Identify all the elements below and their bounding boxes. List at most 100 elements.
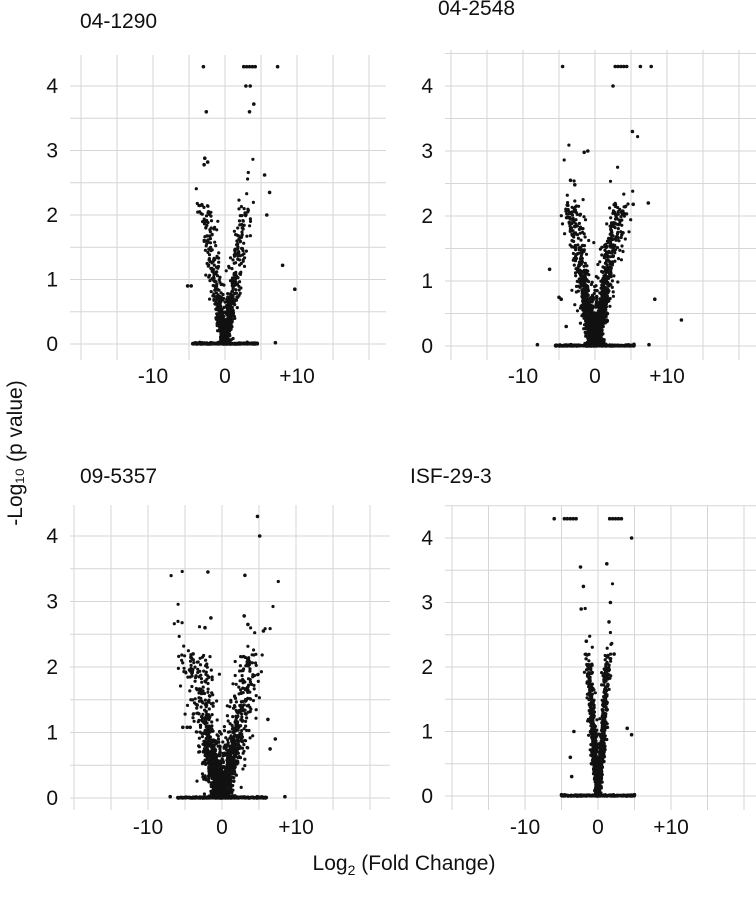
data-point — [209, 226, 213, 230]
data-point — [603, 320, 607, 324]
data-point — [228, 722, 232, 726]
data-point — [218, 754, 222, 758]
data-point — [195, 201, 199, 206]
data-point — [231, 258, 235, 262]
data-point — [616, 212, 620, 216]
data-point — [616, 165, 620, 169]
data-point — [206, 687, 210, 691]
data-point — [224, 269, 228, 273]
data-point — [573, 199, 577, 203]
data-point — [229, 768, 234, 772]
data-point — [227, 298, 231, 302]
data-point — [228, 783, 232, 788]
data-point — [559, 214, 563, 218]
y-tick-label: 4 — [46, 525, 58, 548]
data-point — [212, 298, 216, 302]
data-point — [224, 736, 228, 740]
data-point — [572, 239, 576, 243]
data-point — [232, 758, 236, 762]
data-point — [578, 245, 583, 249]
data-point — [581, 198, 585, 202]
data-point — [222, 795, 226, 800]
data-point — [611, 343, 615, 348]
data-point — [232, 753, 236, 758]
data-point — [230, 311, 234, 315]
data-point — [237, 237, 241, 241]
data-point — [214, 286, 218, 290]
data-point — [592, 336, 597, 340]
data-point — [197, 625, 202, 629]
data-point — [198, 725, 203, 730]
data-point — [248, 224, 252, 228]
data-point — [570, 205, 574, 209]
data-point — [245, 234, 249, 238]
data-point — [236, 756, 240, 760]
data-point — [244, 719, 248, 724]
data-point — [214, 300, 218, 304]
data-point — [592, 328, 596, 333]
data-point — [621, 209, 625, 213]
data-point — [200, 680, 204, 684]
data-point — [182, 666, 186, 670]
data-point — [206, 234, 210, 238]
data-point — [611, 84, 615, 88]
x-tick-label: 0 — [589, 365, 601, 388]
data-point — [600, 269, 604, 274]
data-point — [231, 730, 235, 735]
data-point — [232, 261, 236, 265]
data-point — [204, 244, 208, 248]
data-point — [649, 64, 653, 69]
data-point — [210, 341, 214, 346]
data-point — [615, 343, 620, 347]
data-point — [211, 259, 215, 264]
y-tick-label: 4 — [46, 75, 58, 98]
data-point — [617, 239, 621, 243]
data-point — [593, 314, 597, 318]
data-point — [203, 703, 207, 707]
data-point — [215, 322, 219, 326]
data-point — [607, 267, 612, 272]
data-point — [192, 719, 196, 723]
data-point — [570, 232, 574, 236]
data-point — [601, 309, 605, 313]
data-point — [202, 239, 206, 243]
data-point — [580, 278, 584, 282]
data-point — [215, 760, 219, 764]
data-point — [202, 731, 206, 736]
data-point — [212, 743, 216, 748]
data-point — [207, 713, 211, 717]
data-point — [180, 796, 184, 800]
data-point — [203, 679, 207, 683]
data-point — [240, 234, 244, 238]
data-point — [221, 292, 225, 297]
data-point — [248, 234, 252, 238]
data-point — [196, 667, 200, 671]
data-point — [630, 129, 635, 134]
data-point — [600, 283, 604, 287]
data-point — [205, 717, 209, 721]
points — [535, 64, 684, 348]
data-point — [234, 739, 238, 743]
data-point — [624, 64, 629, 69]
data-point — [216, 219, 220, 223]
data-point — [592, 241, 596, 245]
data-point — [613, 226, 617, 230]
data-point — [573, 243, 577, 248]
data-point — [247, 656, 251, 660]
data-point — [227, 751, 231, 755]
data-point — [255, 796, 259, 800]
data-point — [243, 764, 247, 768]
data-point — [230, 740, 234, 744]
data-point — [251, 200, 255, 204]
data-point — [181, 661, 185, 665]
data-point — [211, 704, 215, 708]
data-point — [211, 693, 215, 697]
data-point — [573, 271, 578, 275]
data-point — [244, 698, 248, 702]
data-point — [582, 150, 586, 155]
data-point — [207, 698, 211, 702]
data-point — [207, 247, 211, 251]
data-point — [239, 688, 243, 692]
data-point — [208, 230, 212, 234]
